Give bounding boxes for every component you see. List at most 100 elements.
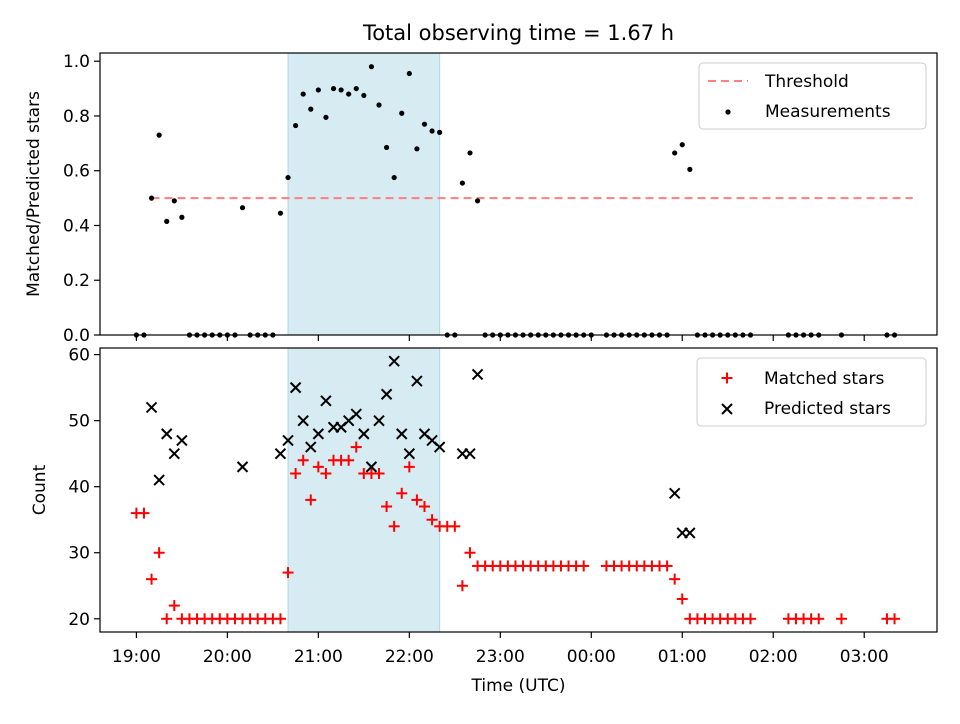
predicted-star-point xyxy=(236,461,249,473)
y-axis-label-top: Matched/Predicted stars xyxy=(24,91,44,297)
matched-star-point xyxy=(669,573,681,585)
legend-predicted-swatch xyxy=(721,403,733,415)
predicted-star-point xyxy=(312,428,325,440)
matched-star-point xyxy=(661,560,673,572)
predicted-star-point xyxy=(388,355,400,367)
matched-star-point xyxy=(381,501,393,513)
predicted-star-mark xyxy=(145,401,158,414)
measurement-point xyxy=(467,150,473,156)
predicted-star-point xyxy=(305,441,317,453)
measurement-point xyxy=(383,144,390,151)
legend-bottom: Matched stars Predicted stars xyxy=(696,357,927,427)
legend-measurements-label: Measurements xyxy=(765,102,891,122)
measurement-point xyxy=(338,87,344,93)
y-top-tick-label: 0.4 xyxy=(63,216,90,236)
predicted-star-mark xyxy=(411,375,423,387)
matched-star-point xyxy=(418,501,430,513)
legend-threshold-label: Threshold xyxy=(764,72,849,92)
matched-star-point xyxy=(373,467,385,479)
y-top-tick-label: 0.0 xyxy=(63,326,90,346)
y-axis-label-bottom: Count xyxy=(30,464,50,515)
predicted-star-mark xyxy=(274,447,287,460)
measurement-point xyxy=(239,205,246,211)
x-tick-label: 03:00 xyxy=(840,647,889,667)
predicted-star-mark xyxy=(153,474,165,486)
measurement-point xyxy=(277,210,284,216)
observing-window-shade xyxy=(287,347,441,633)
measurement-point xyxy=(323,114,329,120)
x-tick-label: 19:00 xyxy=(112,647,161,667)
predicted-star-point xyxy=(274,447,287,460)
y-top-tick-label: 0.2 xyxy=(63,271,90,291)
y-bottom-tick-label: 40 xyxy=(68,478,90,498)
predicted-star-mark xyxy=(358,428,370,440)
measurement-point xyxy=(148,195,155,201)
measurement-point xyxy=(437,129,443,135)
predicted-star-point xyxy=(153,474,165,486)
matched-star-point xyxy=(456,580,468,592)
ratio-panel: 0.0 0.2 0.4 0.6 0.8 1.0 Total observing time … xyxy=(24,21,938,346)
y-top-tick-label: 0.6 xyxy=(63,162,90,182)
predicted-star-mark xyxy=(350,408,362,420)
measurement-point xyxy=(171,198,177,204)
matched-star-point xyxy=(813,613,825,625)
predicted-star-point xyxy=(365,461,378,473)
matched-star-point xyxy=(282,567,294,579)
x-tick-label: 00:00 xyxy=(567,647,616,667)
matched-star-point xyxy=(411,494,423,506)
predicted-star-point xyxy=(433,441,446,453)
measurement-point xyxy=(459,180,465,186)
predicted-star-mark xyxy=(236,461,249,473)
plot-frame-top xyxy=(99,52,938,336)
predicted-star-point xyxy=(161,428,173,440)
measurement-point xyxy=(672,150,678,156)
predicted-star-point xyxy=(396,428,408,440)
matched-star-point xyxy=(449,520,461,532)
x-tick-label: 01:00 xyxy=(658,647,707,667)
observing-window-shade xyxy=(287,52,441,336)
measurement-point xyxy=(687,166,693,172)
predicted-star-mark xyxy=(403,447,416,460)
predicted-star-point xyxy=(145,401,158,414)
matched-star-point xyxy=(889,613,901,625)
measurement-point xyxy=(429,128,435,134)
measurement-point xyxy=(179,214,185,220)
legend-matched-swatch xyxy=(721,372,733,384)
predicted-star-point xyxy=(176,434,188,447)
predicted-star-point xyxy=(471,368,484,381)
predicted-star-point xyxy=(380,388,393,400)
x-tick-label: 21:00 xyxy=(294,647,343,667)
predicted-star-point xyxy=(358,428,370,440)
y-bottom-tick-label: 50 xyxy=(68,412,90,432)
matched-star-point xyxy=(168,600,180,612)
measurement-point xyxy=(308,106,314,112)
predicted-star-mark xyxy=(282,434,294,447)
y-bottom-tick-label: 30 xyxy=(68,544,90,564)
predicted-star-mark xyxy=(297,414,309,427)
x-tick-label: 20:00 xyxy=(203,647,252,667)
matched-star-point xyxy=(343,454,355,466)
predicted-star-mark xyxy=(365,461,378,473)
x-tick-label: 02:00 xyxy=(749,647,798,667)
legend-predicted-mark xyxy=(721,403,733,415)
predicted-star-mark xyxy=(684,527,696,539)
matched-star-point xyxy=(297,454,309,466)
predicted-star-mark xyxy=(176,434,188,447)
predicted-star-mark xyxy=(464,447,476,460)
matched-star-point xyxy=(396,487,408,499)
measurement-point xyxy=(300,91,306,97)
predicted-star-point xyxy=(350,408,362,420)
measurement-point xyxy=(391,174,397,181)
matched-star-point xyxy=(146,573,158,585)
predicted-star-mark xyxy=(380,388,393,400)
measurement-point xyxy=(353,85,359,92)
predicted-star-point xyxy=(282,434,294,447)
measurement-point xyxy=(376,102,382,108)
predicted-star-mark xyxy=(418,428,431,440)
matched-star-point xyxy=(426,514,438,526)
predicted-star-point xyxy=(464,447,476,460)
matched-star-point xyxy=(464,547,476,559)
predicted-star-mark xyxy=(388,355,400,367)
measurement-point xyxy=(361,92,367,99)
